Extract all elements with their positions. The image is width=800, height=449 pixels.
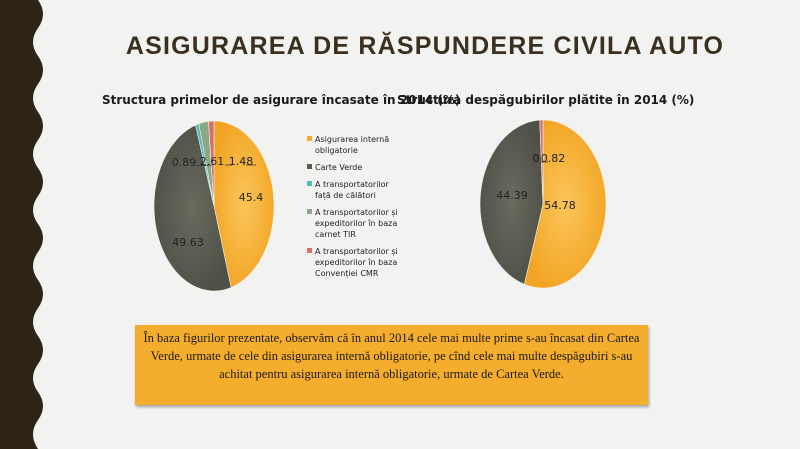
legend-item: A transportatorilor față de călători	[307, 179, 407, 201]
data-label: 0.82	[541, 152, 566, 165]
legend-label: A transportatorilor și expeditorilor în …	[315, 208, 398, 239]
pie-slice	[213, 120, 275, 288]
legend-swatch	[307, 248, 312, 253]
data-label: 54.78	[544, 199, 576, 212]
legend-swatch	[307, 136, 312, 141]
data-label: 49.63	[172, 236, 204, 249]
data-label: 45.4	[239, 191, 264, 204]
pie-primes: 45.4 49.63 0.89 2.61 1.48	[153, 120, 275, 292]
legend-label: Carte Verde	[315, 163, 363, 172]
data-label: 0	[533, 152, 540, 165]
slide-title: ASIGURAREA DE RĂSPUNDERE CIVILA AUTO	[125, 32, 725, 60]
data-label: 1.48	[229, 155, 254, 168]
data-label: 0.89	[172, 156, 197, 169]
legend-swatch	[307, 181, 312, 186]
decorative-wavy-border	[0, 0, 43, 449]
chart-legend: Asigurarea internă obligatorie Carte Verd…	[307, 134, 407, 285]
legend-label: A transportatorilor și expeditorilor în …	[315, 247, 398, 278]
chart-primes-title: Structura primelor de asigurare încasate…	[102, 93, 461, 107]
pie-slice	[479, 119, 544, 285]
data-label: 0	[533, 152, 540, 165]
note-box: În baza figurilor prezentate, observăm c…	[135, 325, 648, 405]
data-label: 44.39	[496, 189, 528, 202]
legend-label: A transportatorilor față de călători	[315, 180, 389, 200]
legend-item: Carte Verde	[307, 162, 407, 173]
chart-claims-title: Structura despăgubirilor plătite în 2014…	[397, 93, 695, 107]
note-text: În baza figurilor prezentate, observăm c…	[143, 331, 640, 381]
pie-slice	[208, 120, 215, 207]
legend-item: A transportatorilor și expeditorilor în …	[307, 207, 407, 240]
legend-label: Asigurarea internă obligatorie	[315, 135, 390, 155]
data-label-leader	[195, 164, 213, 167]
pie-slice	[153, 124, 232, 292]
legend-swatch	[307, 164, 312, 169]
legend-item: A transportatorilor și expeditorilor în …	[307, 246, 407, 279]
data-label: 2.61	[200, 155, 225, 168]
legend-item: Asigurarea internă obligatorie	[307, 134, 407, 156]
legend-swatch	[307, 209, 312, 214]
